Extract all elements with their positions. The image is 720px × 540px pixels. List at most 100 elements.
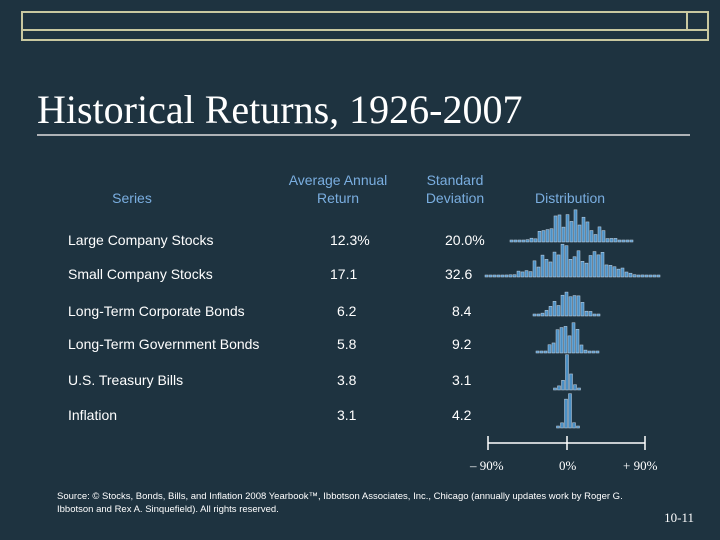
histogram-bar xyxy=(567,335,572,354)
histogram-bar xyxy=(492,274,497,278)
histogram-bar xyxy=(533,238,538,243)
histogram-bar xyxy=(604,264,609,278)
column-header: Standard Deviation xyxy=(425,172,485,206)
histogram-bar xyxy=(608,265,613,278)
column-header: Series xyxy=(112,190,152,206)
std-deviation: 3.1 xyxy=(452,372,472,388)
histogram-bar xyxy=(561,380,565,391)
top-bar xyxy=(21,11,688,31)
histogram-bar xyxy=(648,274,653,278)
histogram-bar xyxy=(563,326,568,354)
histogram-bar xyxy=(525,239,530,243)
histogram-bar xyxy=(564,245,569,278)
histogram-bar xyxy=(508,274,513,278)
histogram-bar xyxy=(572,422,576,429)
histogram-bar xyxy=(591,350,596,354)
histogram-bar xyxy=(589,230,594,243)
histogram-bar xyxy=(504,274,509,278)
histogram-bar xyxy=(583,349,588,354)
histogram-bar xyxy=(580,261,585,278)
histogram-bar xyxy=(584,262,589,278)
histogram-bar xyxy=(528,271,533,278)
histogram-bar xyxy=(529,237,534,243)
histogram-bar xyxy=(543,350,548,354)
histogram-bar xyxy=(553,215,558,243)
average-return: 5.8 xyxy=(337,336,357,352)
column-header: Average Annual Return xyxy=(288,172,388,206)
histogram-bar xyxy=(575,329,580,354)
histogram-bar xyxy=(572,295,577,317)
histogram-bar xyxy=(532,260,537,278)
histogram-bar xyxy=(581,216,586,243)
histogram-bar xyxy=(592,313,597,317)
std-deviation: 9.2 xyxy=(452,336,472,352)
histogram-bar xyxy=(496,274,501,278)
histogram-bar xyxy=(557,214,562,243)
top-bar xyxy=(21,29,709,41)
histogram-bar xyxy=(568,259,573,278)
series-name: Large Company Stocks xyxy=(68,232,214,248)
histogram-bar xyxy=(524,270,529,278)
histogram-bar xyxy=(549,228,554,243)
average-return: 3.1 xyxy=(337,407,357,423)
histogram-bar xyxy=(612,266,617,278)
histogram-bar xyxy=(535,350,540,354)
histogram-bar xyxy=(625,239,630,243)
histogram-bar xyxy=(652,274,657,278)
histogram-bar xyxy=(516,270,521,278)
histogram-bar xyxy=(580,302,585,317)
histogram-bar xyxy=(596,313,601,317)
histogram-bar xyxy=(548,261,553,278)
histogram-bar xyxy=(532,313,537,317)
series-name: Long-Term Government Bonds xyxy=(68,336,260,352)
series-name: Inflation xyxy=(68,407,118,423)
histogram-bar xyxy=(600,252,605,278)
histogram-bar xyxy=(621,239,626,243)
histogram-bar xyxy=(568,393,572,429)
average-return: 6.2 xyxy=(337,303,357,319)
histogram-bar xyxy=(628,272,633,278)
histogram-bar xyxy=(553,387,557,391)
histogram-bar xyxy=(579,344,584,354)
histogram-bar xyxy=(559,327,564,354)
average-return: 12.3% xyxy=(330,232,370,248)
column-header: Distribution xyxy=(534,190,606,206)
histogram-bar xyxy=(552,251,557,278)
title: Historical Returns, 1926-2007 xyxy=(37,87,523,132)
std-deviation: 20.0% xyxy=(445,232,485,248)
page-number: 10-11 xyxy=(664,510,694,525)
histogram-bar xyxy=(584,310,589,317)
histogram-bar xyxy=(592,251,597,278)
histogram-bar xyxy=(560,294,565,317)
histogram-bar xyxy=(593,234,598,243)
histogram-bar xyxy=(588,311,593,317)
histogram-bar xyxy=(596,254,601,278)
histogram-bar xyxy=(512,274,517,278)
histogram-bar xyxy=(548,306,553,317)
histogram-bar xyxy=(557,385,561,391)
histogram-bar xyxy=(561,226,566,243)
histogram-bar xyxy=(517,239,522,243)
histogram-bar xyxy=(544,259,549,278)
histogram-bar xyxy=(556,254,561,278)
series-name: Long-Term Corporate Bonds xyxy=(68,303,245,319)
histogram-bar xyxy=(520,271,525,278)
histogram-bar xyxy=(636,274,641,278)
histogram-bar xyxy=(556,425,560,429)
histogram-bar xyxy=(551,342,556,354)
average-return: 3.8 xyxy=(337,372,357,388)
histogram-bar xyxy=(544,310,549,317)
histogram-bar xyxy=(545,229,550,243)
histogram-bar xyxy=(521,239,526,243)
histogram-bar xyxy=(565,214,570,243)
histogram-bar xyxy=(576,295,581,317)
histogram-bar xyxy=(571,322,576,354)
histogram-bar xyxy=(656,274,661,278)
histogram-bar xyxy=(569,373,573,391)
source-note: Source: © Stocks, Bonds, Bills, and Infl… xyxy=(57,491,623,515)
histogram-bar xyxy=(632,274,637,278)
histogram-bar xyxy=(500,274,505,278)
histogram-bar xyxy=(540,254,545,278)
